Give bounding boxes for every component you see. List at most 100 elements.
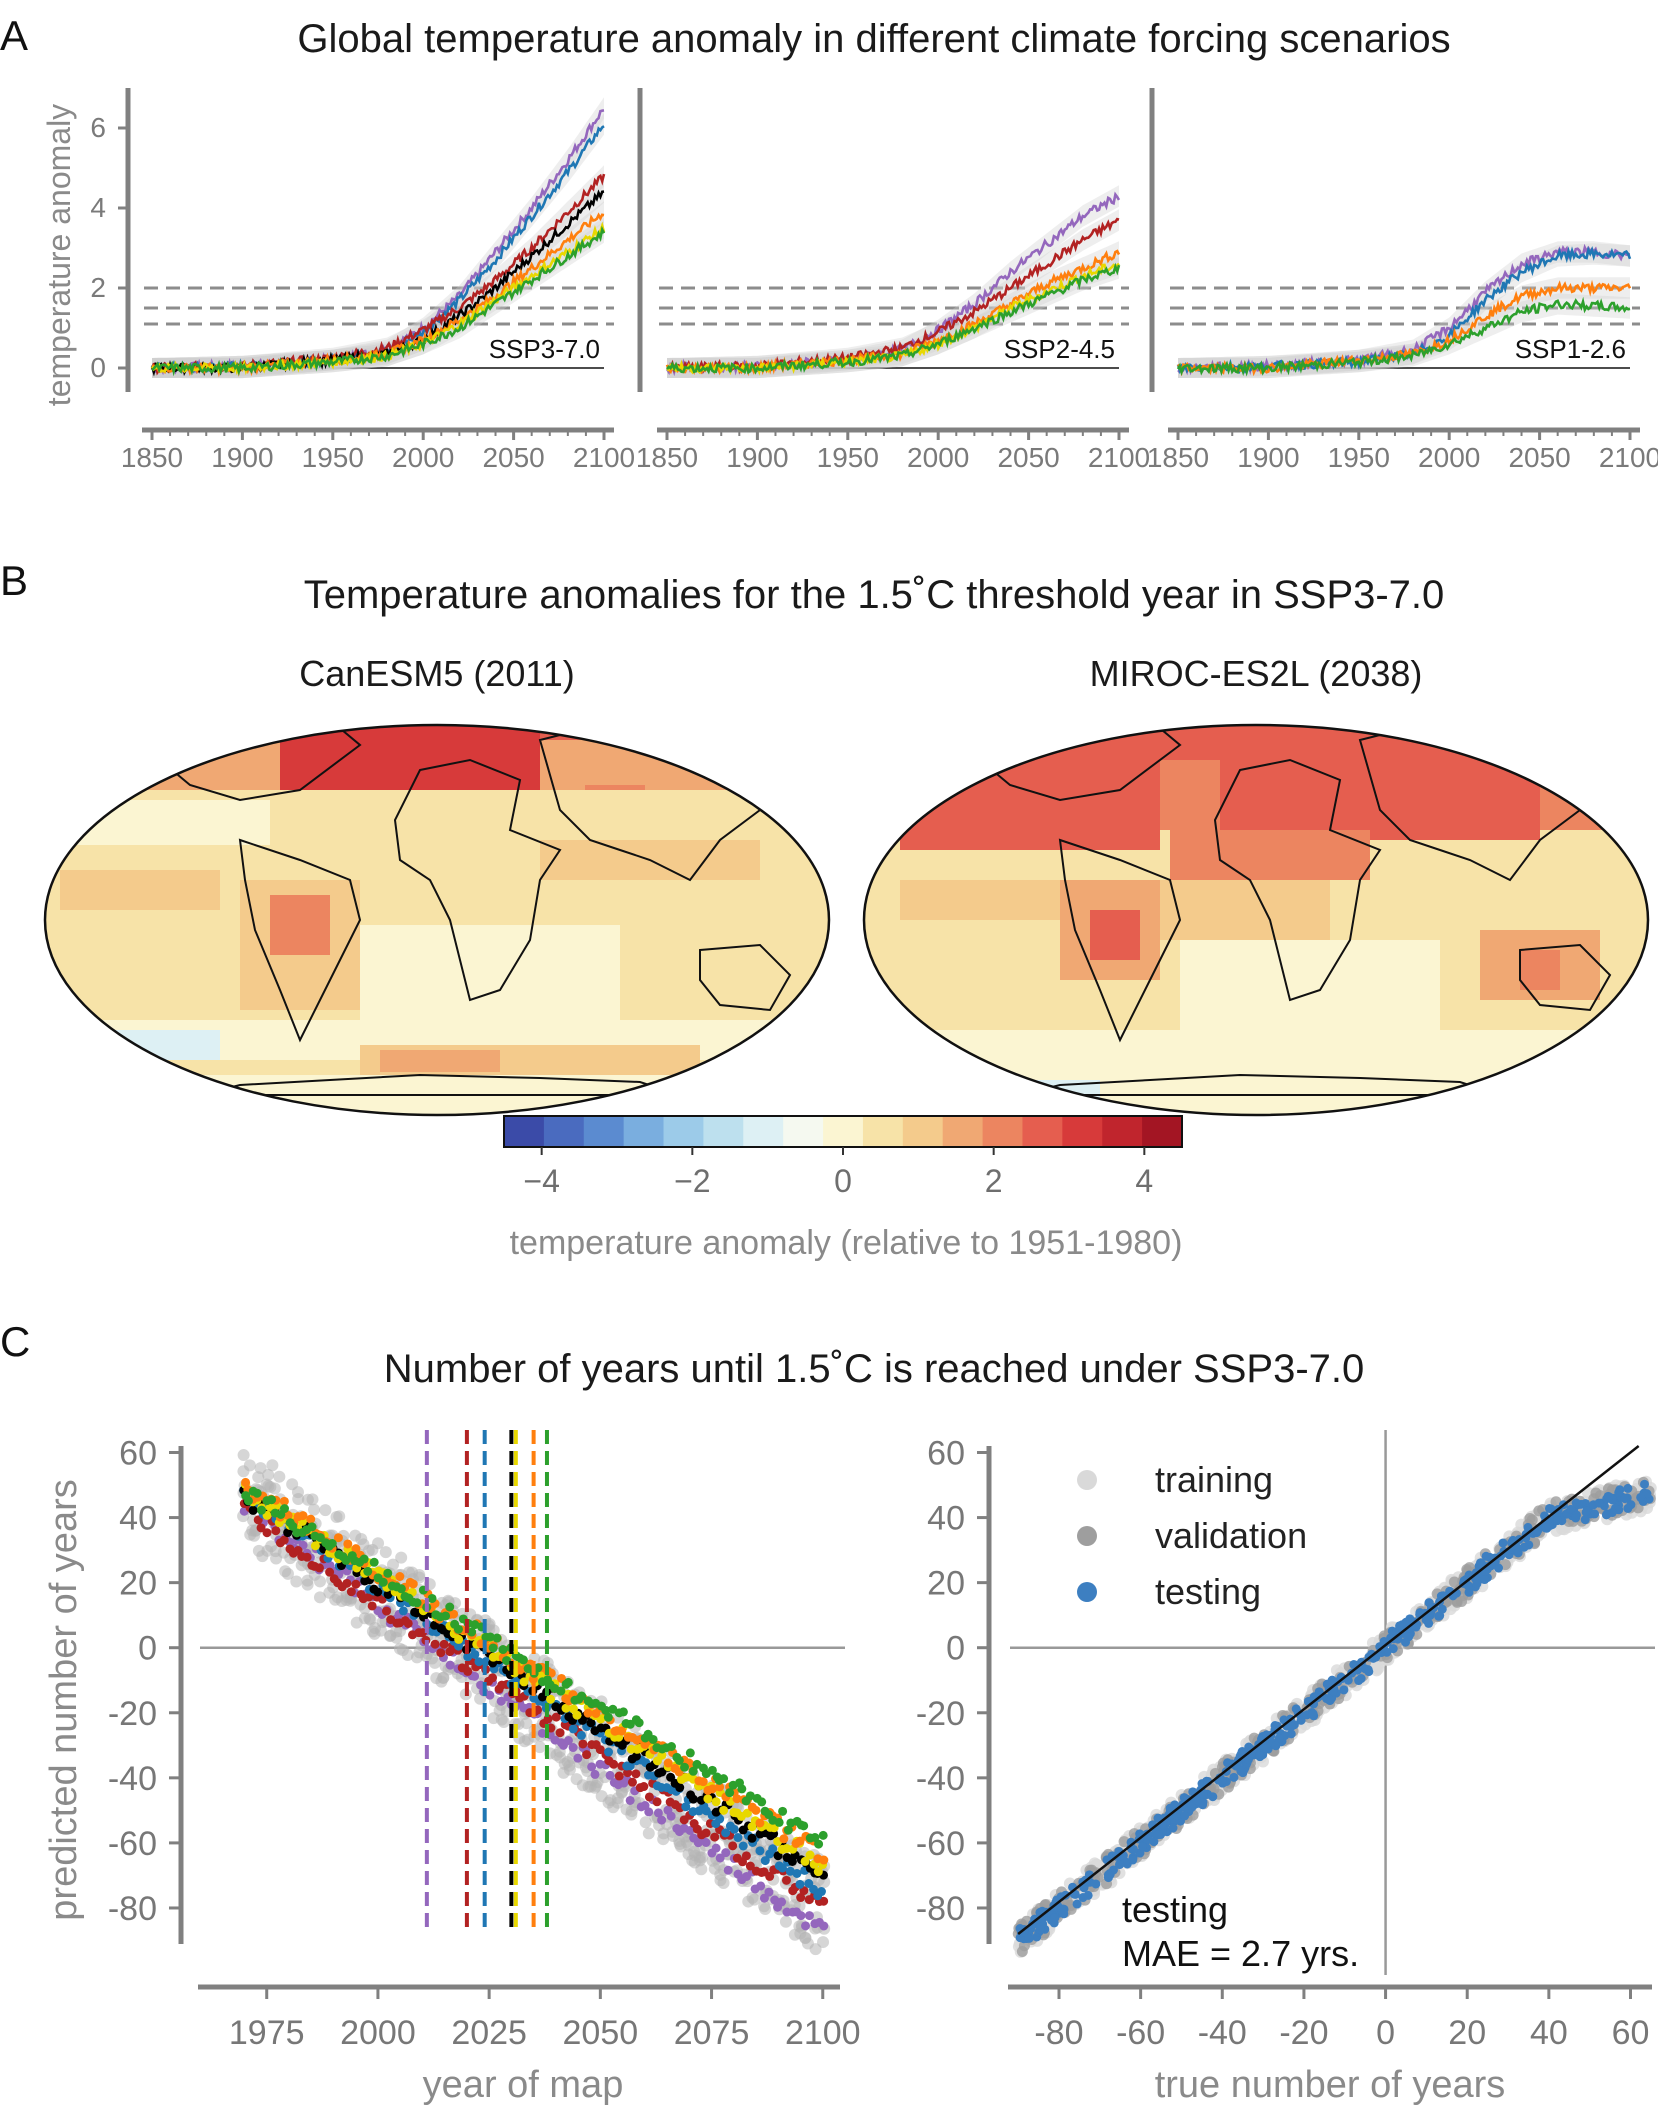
panel-c-right-testing-point — [1223, 1758, 1233, 1768]
panel-c-left-point-red — [382, 1606, 392, 1616]
panel-c-left-point-green — [445, 1602, 455, 1612]
panel-c-left-point-purple — [666, 1811, 676, 1821]
panel-c-left-point-yellow — [310, 1541, 320, 1551]
panel-c-right-testing-point — [1604, 1492, 1614, 1502]
panel-a-ytick-label: 4 — [90, 192, 106, 223]
panel-a-line-yellow — [666, 262, 1120, 376]
panel-c-left-point-blue — [816, 1887, 826, 1897]
panel-c-left-gray-point — [273, 1470, 286, 1483]
panel-c-left-point-green — [453, 1624, 463, 1634]
legend-marker-training — [1077, 1470, 1097, 1490]
panel-c-left-point-blue — [470, 1649, 480, 1659]
panel-c-left-gray-point — [520, 1717, 533, 1730]
panel-c-left-point-orange — [755, 1818, 765, 1828]
panel-c-left-gray-point — [625, 1808, 638, 1821]
panel-c-left-point-red — [551, 1712, 561, 1722]
panel-c-left-point-green — [745, 1791, 755, 1801]
panel-c-right-testing-point — [1513, 1548, 1523, 1558]
panel-c-left-gray-point — [817, 1936, 830, 1949]
panel-c-left-point-green — [634, 1718, 644, 1728]
panel-c-right-testing-point — [1236, 1766, 1246, 1776]
colorbar-segment — [783, 1116, 824, 1147]
panel-a-line-green — [151, 225, 606, 377]
panel-c-left-point-red — [325, 1567, 335, 1577]
panel-c-left-gray-point — [533, 1741, 546, 1754]
legend-label-testing: testing — [1155, 1571, 1261, 1612]
panel-c-left-point-purple — [777, 1897, 787, 1907]
panel-c-left-point-orange — [583, 1708, 593, 1718]
colorbar-segment — [1022, 1116, 1063, 1147]
panel-c-right-validation-point — [1118, 1836, 1130, 1848]
colorbar-segment — [703, 1116, 744, 1147]
panel-c-right-testing-point — [1401, 1637, 1411, 1647]
panel-c-left-point-purple — [770, 1895, 780, 1905]
panel-c-right-testing-point — [1571, 1513, 1581, 1523]
panel-c-right-xlabel: true number of years — [1155, 2064, 1506, 2106]
panel-a-ensemble-spread — [152, 201, 604, 379]
panel-c-left-point-green — [492, 1633, 502, 1643]
panel-c-right-xtick-label: -80 — [1034, 2014, 1083, 2052]
panel-c-left-ytick-label: 40 — [119, 1500, 157, 1538]
panel-c-right-testing-point — [1170, 1800, 1180, 1810]
panel-c-left-ytick-label: 20 — [119, 1565, 157, 1603]
panel-c-left-point-red — [609, 1759, 619, 1769]
colorbar-tick-label: −2 — [674, 1163, 710, 1199]
panel-c-left-point-red — [582, 1750, 592, 1760]
panel-c-left-point-yellow — [813, 1867, 823, 1877]
panel-c-left-gray-point — [308, 1503, 321, 1516]
panel-c-left-point-red — [430, 1639, 440, 1649]
panel-c-left-point-yellow — [572, 1710, 582, 1720]
panel-c-right-ytick-label: -40 — [916, 1760, 965, 1798]
panel-c-left-point-red — [367, 1601, 377, 1611]
panel-c-left-point-green — [498, 1645, 508, 1655]
panel-c-left-point-purple — [537, 1728, 547, 1738]
panel-a-xtick-label: 1900 — [211, 442, 273, 473]
panel-c-left-point-purple — [485, 1690, 495, 1700]
panel-b-title: Temperature anomalies for the 1.5˚C thre… — [304, 573, 1445, 617]
panel-c-left-point-green — [666, 1741, 676, 1751]
panel-c-left-point-purple — [445, 1660, 455, 1670]
panel-c-left-point-green — [412, 1598, 422, 1608]
panel-c-left-gray-point — [281, 1567, 294, 1580]
panel-c-right-testing-point — [1072, 1899, 1082, 1909]
panel-c-title: Number of years until 1.5˚C is reached u… — [384, 1347, 1365, 1391]
panel-c-right-testing-point — [1464, 1587, 1474, 1597]
panel-c-left-gray-point — [372, 1537, 385, 1550]
panel-c-right-testing-point — [1354, 1676, 1364, 1686]
panel-c-right-testing-point — [1594, 1498, 1604, 1508]
panel-a-xtick-label: 2100 — [573, 442, 635, 473]
panel-c-left-point-purple — [605, 1770, 615, 1780]
panel-c-right-xtick-label: 0 — [1376, 2014, 1395, 2052]
panel-c-left-point-purple — [685, 1825, 695, 1835]
panel-c-right-testing-point — [1308, 1709, 1318, 1719]
panel-c-right-testing-point — [1364, 1667, 1374, 1677]
panel-c-left-point-blue — [463, 1652, 473, 1662]
panel-c-left-gray-point — [237, 1449, 250, 1462]
panel-c-left-gray-point — [268, 1482, 281, 1495]
colorbar-segment — [504, 1116, 545, 1147]
panel-c-right-testing-point — [1582, 1506, 1592, 1516]
panel-c-left-point-black — [283, 1528, 293, 1538]
colorbar-segment — [862, 1116, 904, 1147]
panel-c-right-validation-point — [1448, 1576, 1460, 1588]
panel-c-right-testing-point — [1401, 1617, 1411, 1627]
panel-c-right-xtick-label: -60 — [1116, 2014, 1165, 2052]
panel-c-right-testing-point — [1187, 1802, 1197, 1812]
panel-label-a: A — [0, 12, 28, 59]
panel-c-right-testing-point — [1217, 1775, 1227, 1785]
panel-c-left-point-green — [719, 1774, 729, 1784]
panel-c-left-point-purple — [625, 1795, 635, 1805]
panel-c-left-point-blue — [576, 1730, 586, 1740]
panel-a-xtick-label: 2100 — [1599, 442, 1658, 473]
panel-c-left-point-red — [595, 1745, 605, 1755]
annotation-mae: MAE = 2.7 yrs. — [1122, 1933, 1359, 1974]
panel-c-left-point-purple — [701, 1837, 711, 1847]
panel-c-left-point-green — [363, 1566, 373, 1576]
panel-c-left-point-yellow — [561, 1703, 571, 1713]
panel-c-left-point-purple — [804, 1911, 814, 1921]
panel-c-left-point-yellow — [703, 1794, 713, 1804]
colorbar-tick-label: −4 — [523, 1163, 559, 1199]
panel-c-right-ytick-label: 0 — [946, 1630, 965, 1668]
